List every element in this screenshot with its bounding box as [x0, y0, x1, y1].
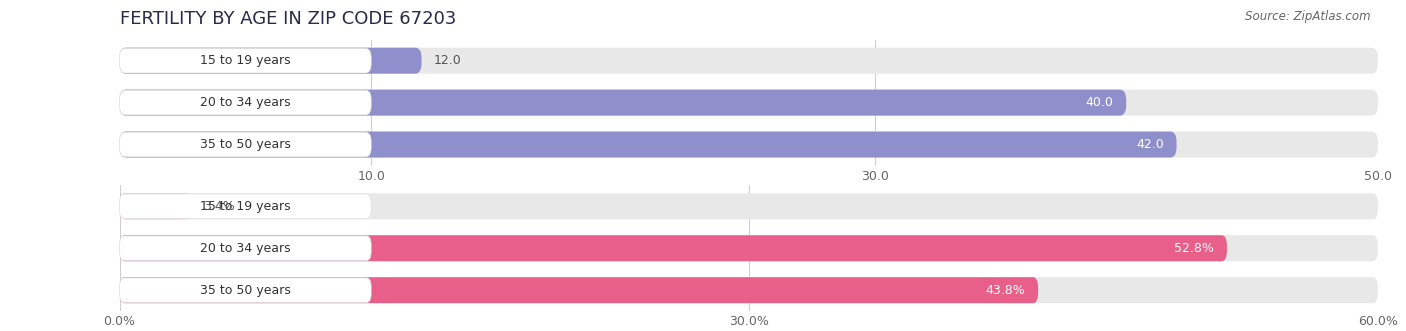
Text: Source: ZipAtlas.com: Source: ZipAtlas.com: [1246, 10, 1371, 23]
Text: 35 to 50 years: 35 to 50 years: [200, 284, 291, 297]
FancyBboxPatch shape: [120, 132, 371, 157]
FancyBboxPatch shape: [120, 48, 371, 73]
Text: 15 to 19 years: 15 to 19 years: [200, 54, 291, 67]
Text: FERTILITY BY AGE IN ZIP CODE 67203: FERTILITY BY AGE IN ZIP CODE 67203: [120, 10, 456, 28]
Text: 12.0: 12.0: [434, 54, 461, 67]
Text: 3.4%: 3.4%: [204, 200, 235, 213]
Text: 52.8%: 52.8%: [1174, 242, 1215, 255]
FancyBboxPatch shape: [120, 131, 1378, 158]
FancyBboxPatch shape: [120, 193, 1378, 219]
FancyBboxPatch shape: [120, 235, 1378, 261]
FancyBboxPatch shape: [120, 235, 1227, 261]
FancyBboxPatch shape: [120, 277, 1378, 303]
FancyBboxPatch shape: [120, 236, 371, 260]
FancyBboxPatch shape: [120, 48, 422, 74]
FancyBboxPatch shape: [120, 48, 1378, 74]
FancyBboxPatch shape: [120, 90, 1378, 116]
Text: 40.0: 40.0: [1085, 96, 1114, 109]
FancyBboxPatch shape: [120, 194, 371, 219]
Text: 20 to 34 years: 20 to 34 years: [200, 242, 291, 255]
Text: 15 to 19 years: 15 to 19 years: [200, 200, 291, 213]
FancyBboxPatch shape: [120, 90, 1126, 116]
FancyBboxPatch shape: [120, 131, 1177, 158]
FancyBboxPatch shape: [120, 277, 1038, 303]
Text: 43.8%: 43.8%: [986, 284, 1025, 297]
Text: 20 to 34 years: 20 to 34 years: [200, 96, 291, 109]
FancyBboxPatch shape: [120, 90, 371, 115]
Text: 35 to 50 years: 35 to 50 years: [200, 138, 291, 151]
FancyBboxPatch shape: [120, 278, 371, 303]
FancyBboxPatch shape: [120, 193, 191, 219]
Text: 42.0: 42.0: [1136, 138, 1164, 151]
